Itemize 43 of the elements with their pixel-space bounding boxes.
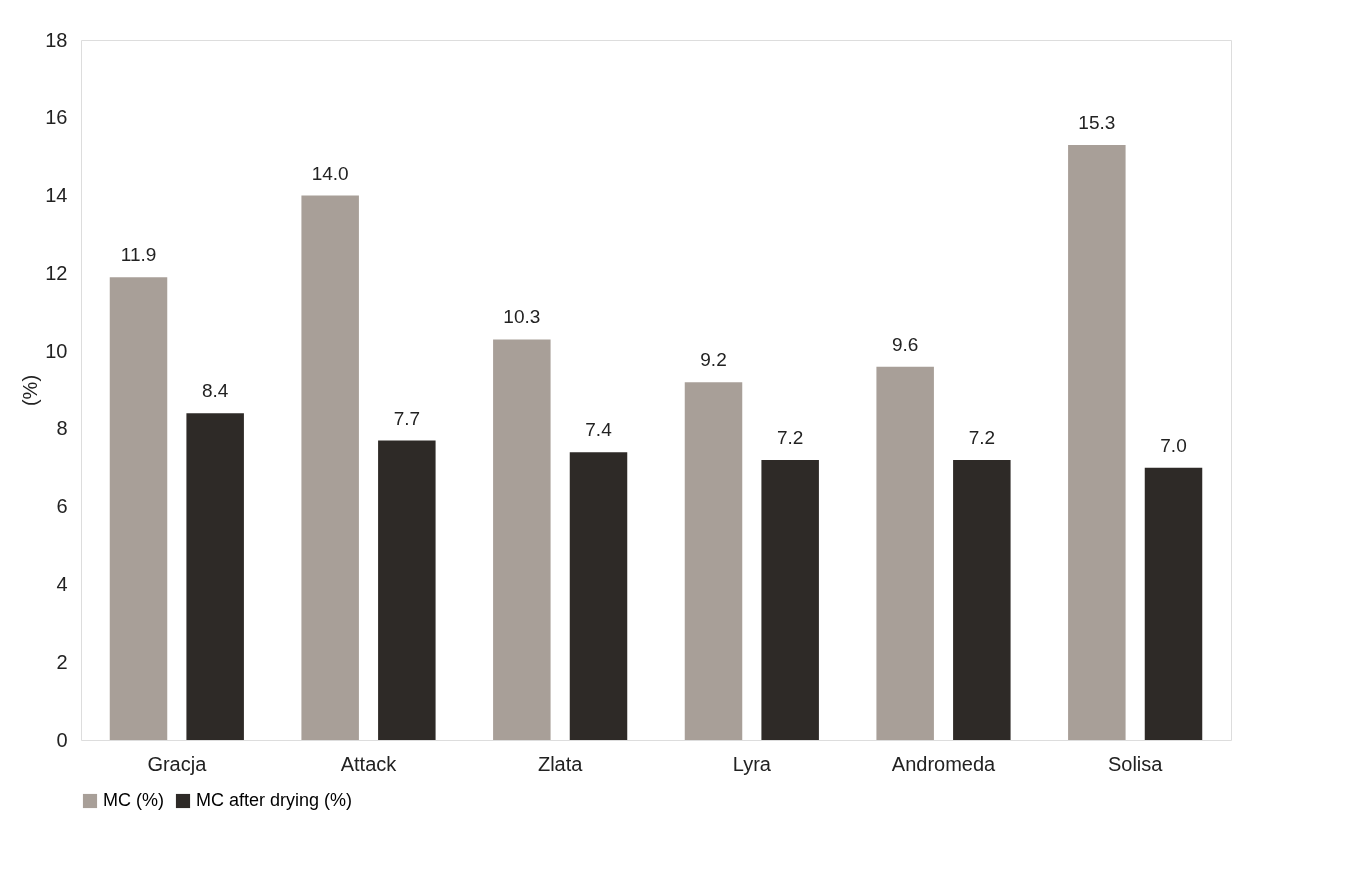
y-tick-label: 14 <box>45 184 68 207</box>
y-tick-label: 18 <box>45 28 68 51</box>
data-label: 14.0 <box>311 162 349 184</box>
data-label: 7.4 <box>585 419 613 441</box>
data-label: 8.4 <box>201 380 229 402</box>
legend-label: MC after drying (%) <box>196 790 353 810</box>
bar <box>186 413 244 740</box>
bar <box>378 440 436 740</box>
bar <box>953 460 1011 740</box>
y-tick-label: 2 <box>56 650 68 673</box>
data-label: 11.9 <box>120 244 157 266</box>
y-tick-label: 16 <box>45 106 68 129</box>
bar <box>493 339 551 740</box>
data-label: 9.2 <box>700 349 727 371</box>
x-tick-label: Attack <box>340 752 398 775</box>
y-tick-label: 12 <box>45 261 68 284</box>
y-tick-label: 0 <box>56 728 68 751</box>
x-tick-label: Andromeda <box>891 752 997 775</box>
x-tick-label: Lyra <box>732 752 772 775</box>
x-tick-label: Gracja <box>147 752 208 775</box>
y-tick-label: 6 <box>56 495 68 518</box>
bar <box>569 452 628 740</box>
bar <box>301 195 359 740</box>
y-axis-title: (%) <box>19 374 42 407</box>
bar <box>876 366 934 740</box>
legend-label: MC (%) <box>103 790 164 810</box>
data-label: 9.6 <box>891 333 919 355</box>
data-label: 7.2 <box>968 427 996 448</box>
y-tick-label: 4 <box>56 572 68 595</box>
y-tick-label: 8 <box>56 417 68 440</box>
bar <box>109 277 168 740</box>
data-label: 7.7 <box>393 407 421 429</box>
bar <box>1068 145 1126 740</box>
data-label: 10.3 <box>503 306 541 328</box>
x-tick-label: Solisa <box>1107 752 1164 775</box>
data-label: 15.3 <box>1078 112 1116 133</box>
data-label: 7.2 <box>776 427 804 448</box>
data-label: 7.0 <box>1160 434 1187 456</box>
bar <box>761 460 819 740</box>
bar <box>684 382 743 740</box>
x-tick-label: Zlata <box>537 752 584 775</box>
bar <box>1144 467 1203 740</box>
y-tick-label: 10 <box>45 339 68 362</box>
